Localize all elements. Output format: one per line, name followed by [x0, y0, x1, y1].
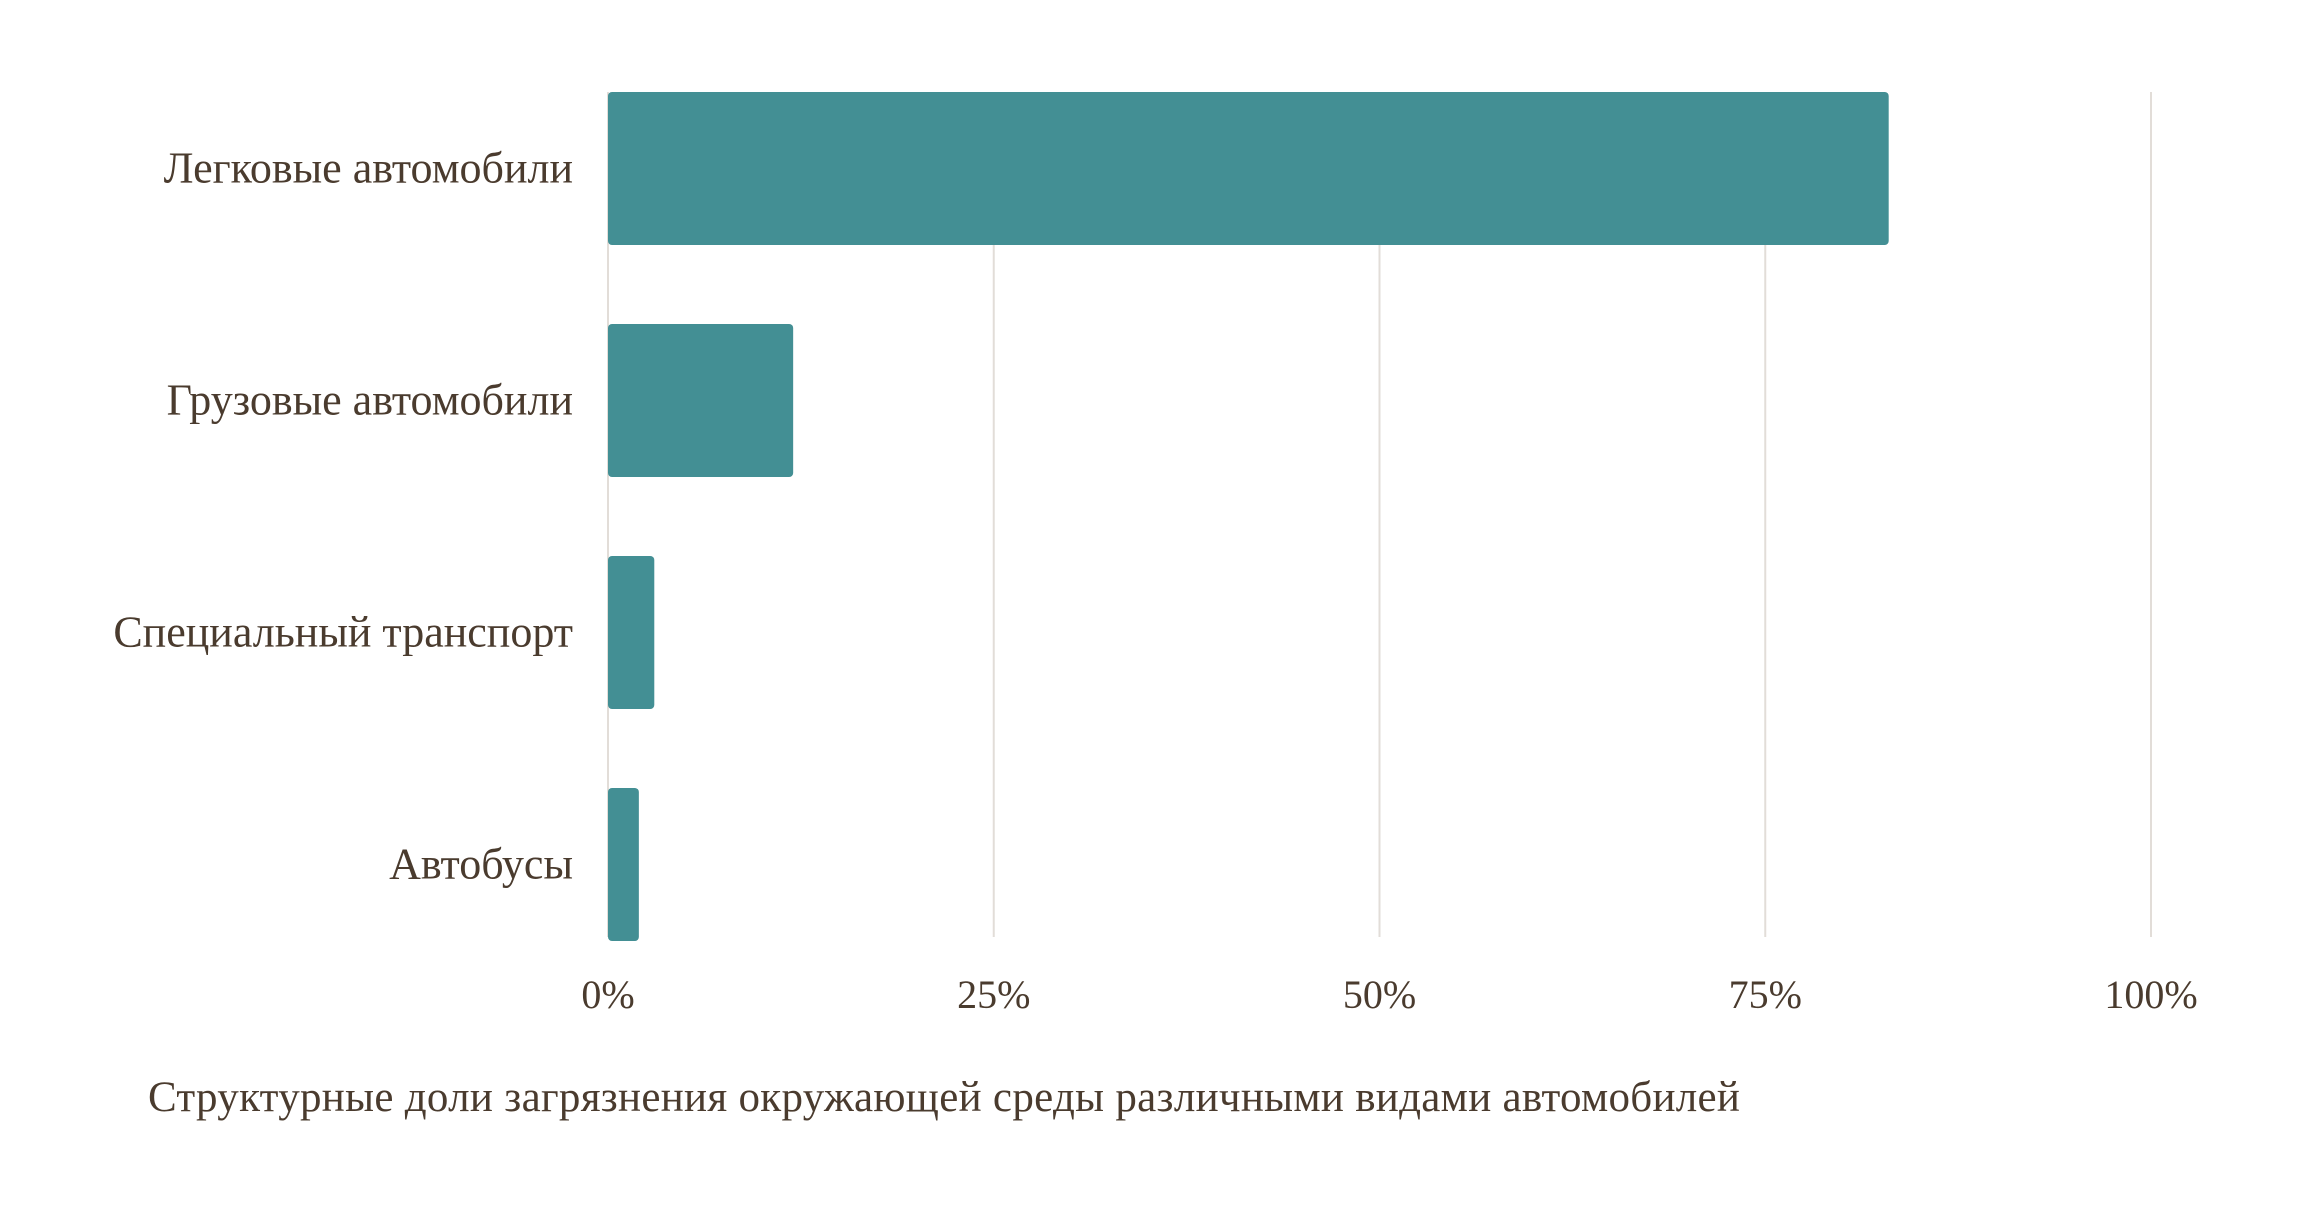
category-label: Специальный транспорт: [113, 608, 573, 657]
x-tick-label: 25%: [957, 972, 1030, 1017]
chart-title: Структурные доли загрязнения окружающей …: [148, 1074, 1741, 1121]
bar: [608, 92, 1889, 245]
x-tick-label: 100%: [2104, 972, 2197, 1017]
x-tick-label: 0%: [581, 972, 634, 1017]
bar: [608, 324, 794, 477]
category-label: Автобусы: [389, 840, 573, 889]
bar: [608, 788, 639, 941]
x-tick-label: 75%: [1729, 972, 1802, 1017]
bar: [608, 556, 655, 709]
category-label: Грузовые автомобили: [167, 376, 573, 425]
x-tick-label: 50%: [1343, 972, 1416, 1017]
category-label: Легковые автомобили: [164, 144, 573, 193]
